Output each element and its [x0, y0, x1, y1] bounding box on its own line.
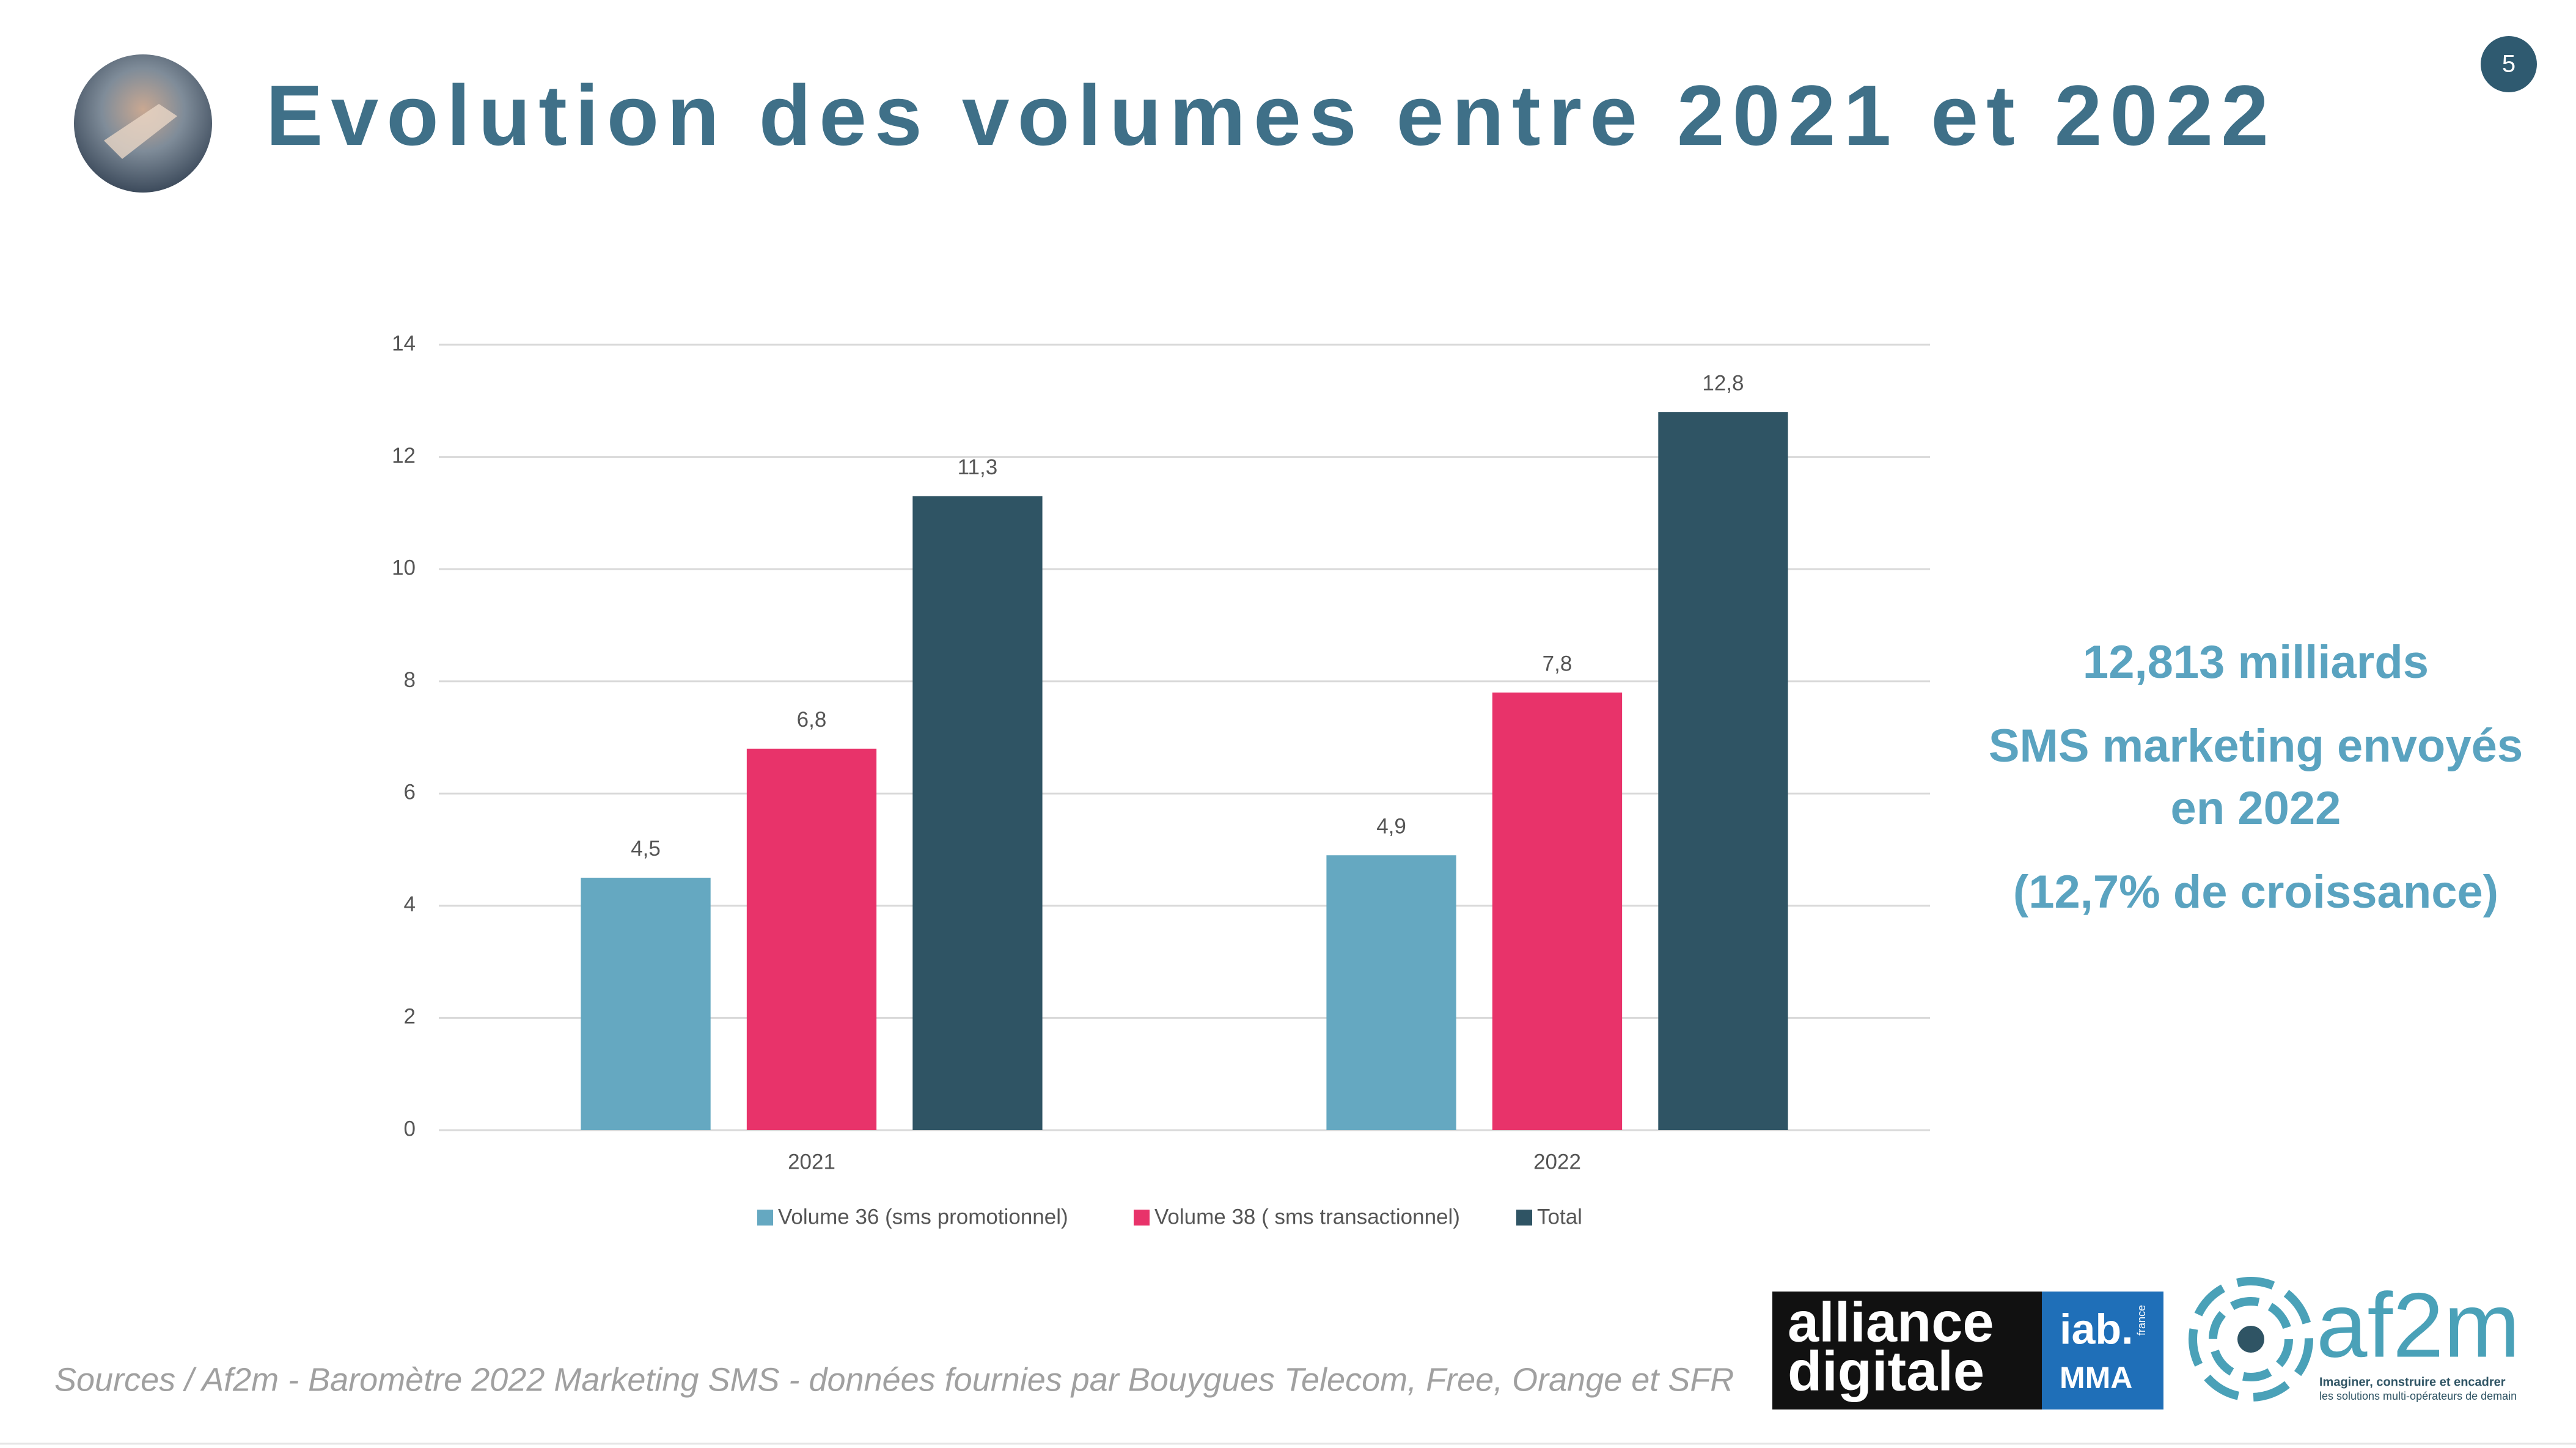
af2m-icon: [2189, 1277, 2313, 1402]
logo-text: france: [2135, 1305, 2148, 1336]
y-tick-label: 6: [404, 781, 416, 804]
bar: [746, 748, 877, 1130]
icon-ring: [2189, 1277, 2313, 1402]
side-text: SMS marketing envoyés: [1989, 720, 2523, 772]
iab-logo: [2042, 1292, 2163, 1409]
y-tick-label: 0: [404, 1117, 416, 1141]
legend-swatch: [1134, 1210, 1150, 1226]
bar: [912, 496, 1043, 1130]
logo-text: af2m: [2316, 1274, 2520, 1376]
side-text: 12,813 milliards: [2083, 636, 2429, 688]
legend-swatch: [1516, 1210, 1532, 1226]
y-tick-label: 8: [404, 668, 416, 692]
logo-text: MMA: [2060, 1361, 2132, 1395]
bar: [1492, 693, 1623, 1130]
data-label: 7,8: [1543, 652, 1572, 675]
logo-text: Imaginer, construire et encadrer: [2319, 1375, 2506, 1389]
page-badge: [2481, 36, 2537, 92]
photo-hand: [104, 104, 177, 159]
data-label: 4,9: [1376, 815, 1406, 839]
legend-swatch: [757, 1210, 773, 1226]
icon-ring: [2209, 1297, 2293, 1381]
legend-label: Total: [1537, 1205, 1582, 1229]
y-tick-label: 12: [392, 444, 416, 468]
alliance-logo: [1772, 1292, 2042, 1409]
logo-text: les solutions multi-opérateurs de demain: [2319, 1390, 2517, 1402]
page-number: 5: [2502, 51, 2515, 78]
y-tick-label: 14: [392, 331, 416, 355]
y-tick-label: 10: [392, 556, 416, 579]
logo-text: alliance: [1788, 1291, 1994, 1353]
side-text: en 2022: [2171, 782, 2341, 834]
title: Evolution des volumes entre 2021 et 2022: [266, 67, 2277, 163]
legend-label: Volume 38 ( sms transactionnel): [1154, 1205, 1460, 1229]
logo-text: digitale: [1788, 1340, 1984, 1402]
bar: [1658, 412, 1788, 1131]
legend-label: Volume 36 (sms promotionnel): [778, 1205, 1068, 1229]
source-note: Sources / Af2m - Baromètre 2022 Marketin…: [54, 1361, 1734, 1398]
y-tick-label: 4: [404, 892, 416, 916]
bar: [1326, 855, 1456, 1130]
x-tick-label: 2021: [788, 1150, 835, 1174]
side-text: (12,7% de croissance): [2013, 866, 2498, 918]
logo-text: iab.: [2060, 1305, 2134, 1353]
data-label: 4,5: [631, 837, 661, 861]
icon-dot: [2237, 1326, 2264, 1353]
data-label: 6,8: [797, 708, 827, 732]
data-label: 11,3: [958, 455, 998, 479]
x-tick-label: 2022: [1533, 1150, 1581, 1174]
data-label: 12,8: [1702, 371, 1744, 395]
bar: [581, 877, 711, 1130]
y-tick-label: 2: [404, 1005, 416, 1029]
